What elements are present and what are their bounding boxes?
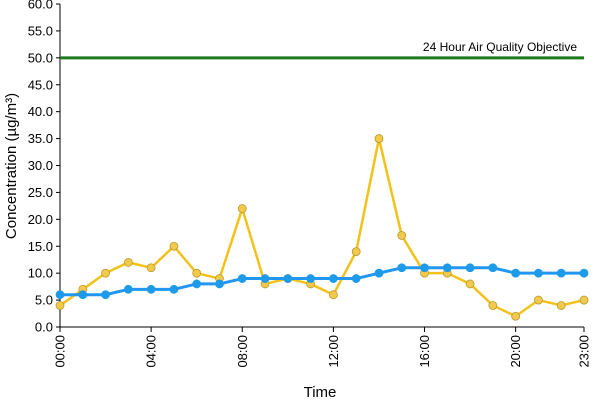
y-tick-label: 15.0: [28, 239, 53, 254]
series-2-point: [397, 263, 407, 273]
y-tick-label: 50.0: [28, 50, 53, 65]
series-2-point: [579, 268, 589, 278]
series-1-point: [55, 301, 65, 310]
x-tick-label: 00:00: [53, 335, 68, 368]
y-tick-label: 45.0: [28, 77, 53, 92]
reference-line-group: 24 Hour Air Quality Objective: [60, 40, 584, 60]
x-tick-label: 04:00: [144, 335, 159, 368]
series-2-point: [78, 290, 88, 300]
series-2-point: [283, 274, 293, 283]
series-1-point: [169, 241, 179, 251]
series-1-point: [351, 247, 361, 257]
series-2-point: [488, 263, 498, 273]
y-tick-label: 40.0: [28, 104, 53, 119]
series-group: [55, 134, 589, 321]
series-2-point: [328, 274, 338, 283]
series-1-point: [488, 301, 498, 310]
series-1-point: [579, 295, 589, 305]
y-tick-label: 55.0: [28, 23, 53, 38]
series-1-point: [511, 311, 521, 321]
y-tick-label: 20.0: [28, 212, 53, 227]
series-2-point: [260, 274, 270, 283]
y-tick-label: 10.0: [28, 266, 53, 281]
series-2-point: [420, 263, 429, 273]
series-2-point: [511, 268, 521, 278]
series-1-point: [146, 263, 156, 273]
y-tick-label: 5.0: [35, 293, 53, 308]
y-tick-label: 35.0: [28, 131, 53, 146]
reference-line-label: 24 Hour Air Quality Objective: [423, 40, 577, 54]
y-axis-title: Concentration (µg/m³): [3, 93, 20, 239]
series-2-point: [169, 284, 179, 294]
x-axis-title: Time: [304, 384, 337, 400]
series-1-point: [192, 268, 202, 278]
series-2-point: [101, 290, 110, 300]
series-1-point: [101, 268, 110, 278]
series-1-point: [465, 279, 475, 289]
series-2-point: [556, 268, 566, 278]
series-2-point: [192, 279, 202, 289]
series-1-point: [397, 231, 407, 240]
series-1-point: [534, 295, 543, 305]
series-2-point: [123, 284, 133, 294]
series-1-point: [123, 257, 133, 267]
x-tick-label: 12:00: [326, 335, 341, 368]
x-tick-label: 08:00: [235, 335, 250, 368]
axes: 0.0 5.0 10.0 15.0 20.0 25.0 30.0 35.0 40.0 45.0 50…: [28, 0, 592, 368]
series-2-point: [351, 274, 361, 283]
series-2-point: [465, 263, 475, 273]
x-tick-label: 16:00: [417, 335, 432, 368]
series-2-point: [306, 274, 316, 283]
series-2-point: [215, 279, 224, 289]
series-2-point: [146, 284, 156, 294]
series-1-point: [237, 204, 247, 213]
series-2-point: [442, 263, 452, 273]
series-1-point: [328, 290, 338, 300]
series-2-point: [374, 268, 384, 278]
x-tick-label: 20:00: [508, 335, 523, 368]
x-tick-label: 23:00: [577, 335, 592, 368]
y-tick-label: 30.0: [28, 158, 53, 173]
y-tick-label: 25.0: [28, 185, 53, 200]
y-tick-label: 60.0: [28, 0, 53, 12]
series-2-point: [534, 268, 543, 278]
series-1-point: [374, 134, 384, 143]
series-2-point: [55, 290, 65, 300]
y-tick-label: 0.0: [35, 320, 53, 335]
series-2-point: [237, 274, 247, 283]
series-1-point: [556, 301, 566, 310]
